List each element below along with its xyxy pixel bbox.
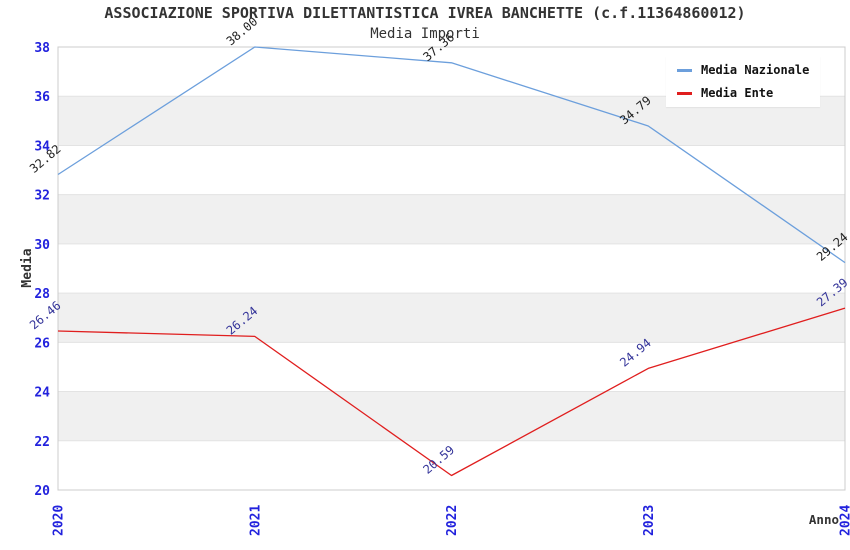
plot-band — [58, 194, 845, 244]
plot-band — [58, 440, 845, 490]
y-tick-label: 30 — [34, 238, 50, 253]
legend-swatch-media-nazionale — [677, 68, 692, 72]
plot-band — [58, 342, 845, 392]
x-tick-label: 2024 — [839, 505, 850, 536]
legend-swatch-media-ente — [677, 91, 692, 95]
chart-subtitle: Media Importi — [370, 26, 480, 42]
x-tick-label: 2020 — [52, 505, 67, 536]
plot-border — [57, 46, 846, 491]
y-tick-label: 38 — [34, 41, 50, 56]
x-axis-title: Anno — [809, 512, 839, 527]
x-tick-label: 2022 — [445, 505, 460, 536]
legend-label-media-ente: Media Ente — [701, 86, 774, 100]
x-tick-label: 2021 — [248, 505, 263, 536]
y-tick-label: 24 — [34, 386, 50, 401]
y-tick-label: 36 — [34, 90, 50, 105]
legend: Media Nazionale Media Ente — [666, 56, 821, 107]
y-tick-label: 22 — [34, 435, 50, 450]
x-tick-label: 2023 — [642, 505, 657, 536]
y-tick-label: 26 — [34, 336, 50, 351]
y-axis-title: Media — [20, 248, 35, 287]
y-tick-label: 32 — [34, 189, 50, 204]
chart-title: ASSOCIAZIONE SPORTIVA DILETTANTISTICA IV… — [104, 4, 746, 22]
plot-band — [58, 145, 845, 195]
plot-band — [58, 391, 845, 441]
legend-item-media-nazionale: Media Nazionale — [677, 63, 809, 77]
y-tick-label: 20 — [34, 484, 50, 499]
y-tick-label: 34 — [34, 139, 50, 154]
legend-label-media-nazionale: Media Nazionale — [701, 63, 810, 77]
y-tick-label: 28 — [34, 287, 50, 302]
legend-item-media-ente: Media Ente — [677, 86, 809, 100]
plot-band — [58, 293, 845, 343]
plot-band — [58, 243, 845, 294]
series-line-media-ente — [57, 307, 846, 477]
series-line-media-nazionale — [57, 46, 846, 264]
